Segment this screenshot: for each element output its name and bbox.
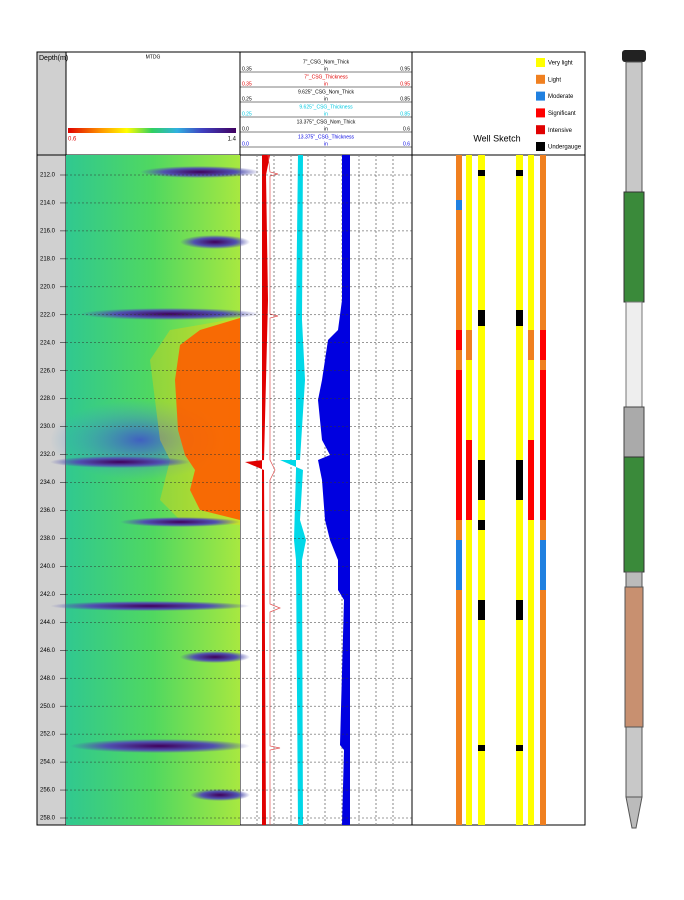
curve-unit: in: [324, 141, 328, 147]
legend-swatch: [536, 142, 545, 151]
curve-name: 13.375"_CSG_Nom_Thick: [297, 119, 356, 125]
curve-min: 0.25: [242, 96, 252, 102]
curve-max: 0.6: [403, 126, 410, 132]
depth-tick-label: 244.0: [40, 620, 56, 626]
depth-tick-label: 242.0: [40, 592, 56, 598]
legend-label: Intensive: [548, 128, 573, 134]
depth-tick-label: 224.0: [40, 340, 56, 346]
curve-min: 0.0: [242, 126, 249, 132]
curve-unit: in: [324, 81, 328, 87]
depth-tick-label: 226.0: [40, 368, 56, 374]
depth-tick-label: 220.0: [40, 284, 56, 290]
curve-name: 9.625"_CSG_Nom_Thick: [298, 89, 354, 95]
legend-label: Undergauge: [548, 145, 582, 151]
depth-tick-label: 246.0: [40, 648, 56, 654]
depth-tick-label: 218.0: [40, 256, 56, 262]
depth-tick-label: 250.0: [40, 704, 56, 710]
depth-tick-label: 230.0: [40, 424, 56, 430]
depth-tick-label: 254.0: [40, 760, 56, 766]
depth-tick-label: 252.0: [40, 732, 56, 738]
colorbar: [68, 128, 236, 133]
curve-name: 13.375"_CSG_Thickness: [298, 134, 354, 140]
tool-image: [622, 50, 646, 829]
depth-tick-label: 238.0: [40, 536, 56, 542]
depth-tick-label: 236.0: [40, 508, 56, 514]
thickness-9625: [280, 155, 306, 825]
legend-swatch: [536, 91, 545, 101]
depth-tick-label: 232.0: [40, 452, 56, 458]
legend-label: Light: [548, 77, 561, 83]
well-sketch-title: Well Sketch: [473, 133, 520, 143]
legend-label: Moderate: [548, 94, 574, 100]
curve-name: 7"_CSG_Nom_Thick: [303, 59, 350, 65]
curve-min: 0.35: [242, 66, 252, 72]
well-sketch: [456, 155, 546, 825]
depth-tick-label: 240.0: [40, 564, 56, 570]
curve-min: 0.35: [242, 81, 252, 87]
depth-label: Depth(m): [39, 55, 68, 62]
depth-tick-label: 214.0: [40, 201, 56, 207]
curve-max: 0.85: [400, 111, 410, 117]
thickness-13375: [318, 155, 350, 825]
curve-unit: in: [324, 126, 328, 132]
depth-tick-label: 258.0: [40, 816, 56, 822]
thickness-7: [245, 155, 270, 825]
curve-unit: in: [324, 111, 328, 117]
curve-name: 9.625"_CSG_Thickness: [299, 104, 353, 110]
curve-max: 0.6: [403, 141, 410, 147]
curve-min: 0.0: [242, 141, 249, 147]
depth-tick-label: 212.0: [40, 173, 56, 179]
legend-label: Very light: [548, 61, 573, 67]
depth-tick-label: 216.0: [40, 228, 56, 234]
mtdg-title: MTDG: [146, 54, 161, 60]
heatmap: [50, 155, 260, 825]
legend-swatch: [536, 108, 545, 118]
nom-7: [267, 154, 281, 825]
depth-tick-label: 256.0: [40, 788, 56, 794]
colorbar-min: 0.6: [68, 137, 77, 143]
legend-label: Significant: [548, 111, 576, 117]
curve-unit: in: [324, 66, 328, 72]
depth-tick-label: 234.0: [40, 480, 56, 486]
curve-min: 0.25: [242, 111, 252, 117]
curve-max: 0.95: [400, 66, 410, 72]
legend-swatch: [536, 74, 545, 84]
depth-tick-label: 228.0: [40, 396, 56, 402]
depth-tick-label: 248.0: [40, 676, 56, 682]
curve-max: 0.85: [400, 96, 410, 102]
legend-swatch: [536, 58, 545, 67]
colorbar-max: 1.4: [228, 137, 237, 143]
legend-swatch: [536, 125, 545, 135]
curve-name: 7"_CSG_Thickness: [304, 74, 348, 80]
curve-max: 0.95: [400, 81, 410, 87]
curve-unit: in: [324, 96, 328, 102]
depth-tick-label: 222.0: [40, 312, 56, 318]
